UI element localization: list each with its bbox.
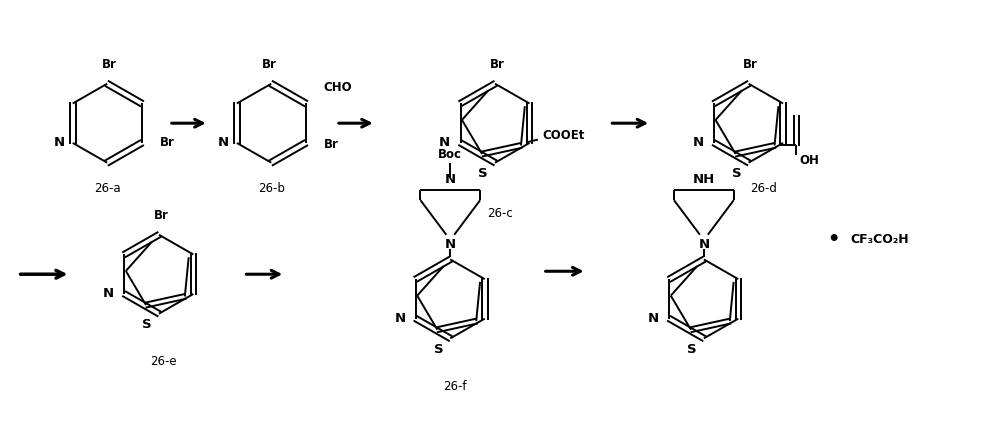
Text: 26-d: 26-d	[750, 182, 777, 195]
Text: S: S	[434, 343, 443, 356]
Text: N: N	[698, 238, 709, 251]
Text: Br: Br	[324, 138, 339, 151]
Text: N: N	[445, 238, 456, 251]
Text: CHO: CHO	[324, 80, 352, 94]
Text: N: N	[693, 136, 704, 150]
Text: S: S	[142, 318, 152, 331]
Text: Boc: Boc	[438, 148, 462, 161]
Text: S: S	[732, 167, 742, 180]
Text: CF₃CO₂H: CF₃CO₂H	[850, 233, 909, 246]
Text: S: S	[687, 343, 697, 356]
Text: 26-a: 26-a	[94, 182, 121, 195]
Text: Br: Br	[153, 209, 168, 222]
Text: N: N	[53, 136, 64, 150]
Text: 26-c: 26-c	[487, 207, 513, 220]
Text: N: N	[217, 136, 228, 150]
Text: OH: OH	[799, 154, 819, 167]
Text: 26-f: 26-f	[444, 380, 467, 393]
Text: N: N	[394, 312, 405, 325]
Text: COOEt: COOEt	[543, 129, 585, 142]
Text: •: •	[827, 230, 839, 249]
Text: Br: Br	[490, 58, 504, 71]
Text: NH: NH	[693, 173, 715, 186]
Text: Br: Br	[743, 58, 758, 71]
Text: 26-b: 26-b	[258, 182, 285, 195]
Text: N: N	[439, 136, 450, 150]
Text: S: S	[478, 167, 488, 180]
Text: 26-e: 26-e	[151, 355, 177, 368]
Text: Br: Br	[160, 136, 174, 150]
Text: N: N	[445, 173, 456, 186]
Text: Br: Br	[262, 58, 277, 71]
Text: N: N	[648, 312, 659, 325]
Text: N: N	[103, 288, 114, 301]
Text: Br: Br	[102, 58, 117, 71]
